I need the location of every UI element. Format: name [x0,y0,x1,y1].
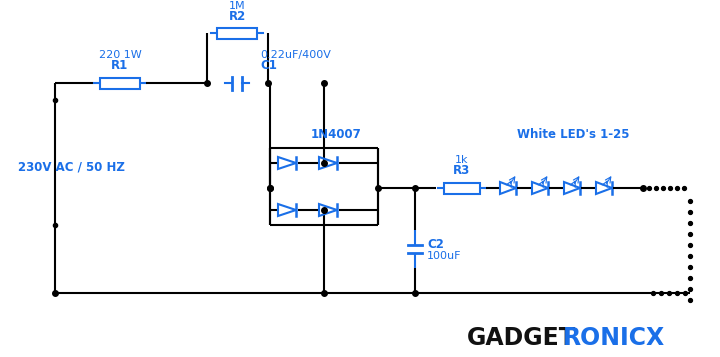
Text: RONICX: RONICX [563,326,665,350]
Text: 100uF: 100uF [427,251,462,261]
Text: 1N4007: 1N4007 [310,128,361,141]
Text: White LED's 1-25: White LED's 1-25 [517,128,629,141]
Bar [444,182,480,193]
Text: R3: R3 [454,164,471,177]
Bar [100,77,140,89]
Text: C2: C2 [427,238,444,251]
Text: C1: C1 [260,59,277,72]
Text: 1M: 1M [229,1,246,11]
Text: 1k: 1k [455,155,469,165]
Text: R2: R2 [228,10,246,23]
Text: 220 1W: 220 1W [99,50,141,60]
Text: 230V AC / 50 HZ: 230V AC / 50 HZ [18,161,125,174]
Text: GADGET: GADGET [467,326,576,350]
Text: 0.22uF/400V: 0.22uF/400V [260,50,331,60]
Bar [217,27,257,39]
Text: R1: R1 [112,59,129,72]
